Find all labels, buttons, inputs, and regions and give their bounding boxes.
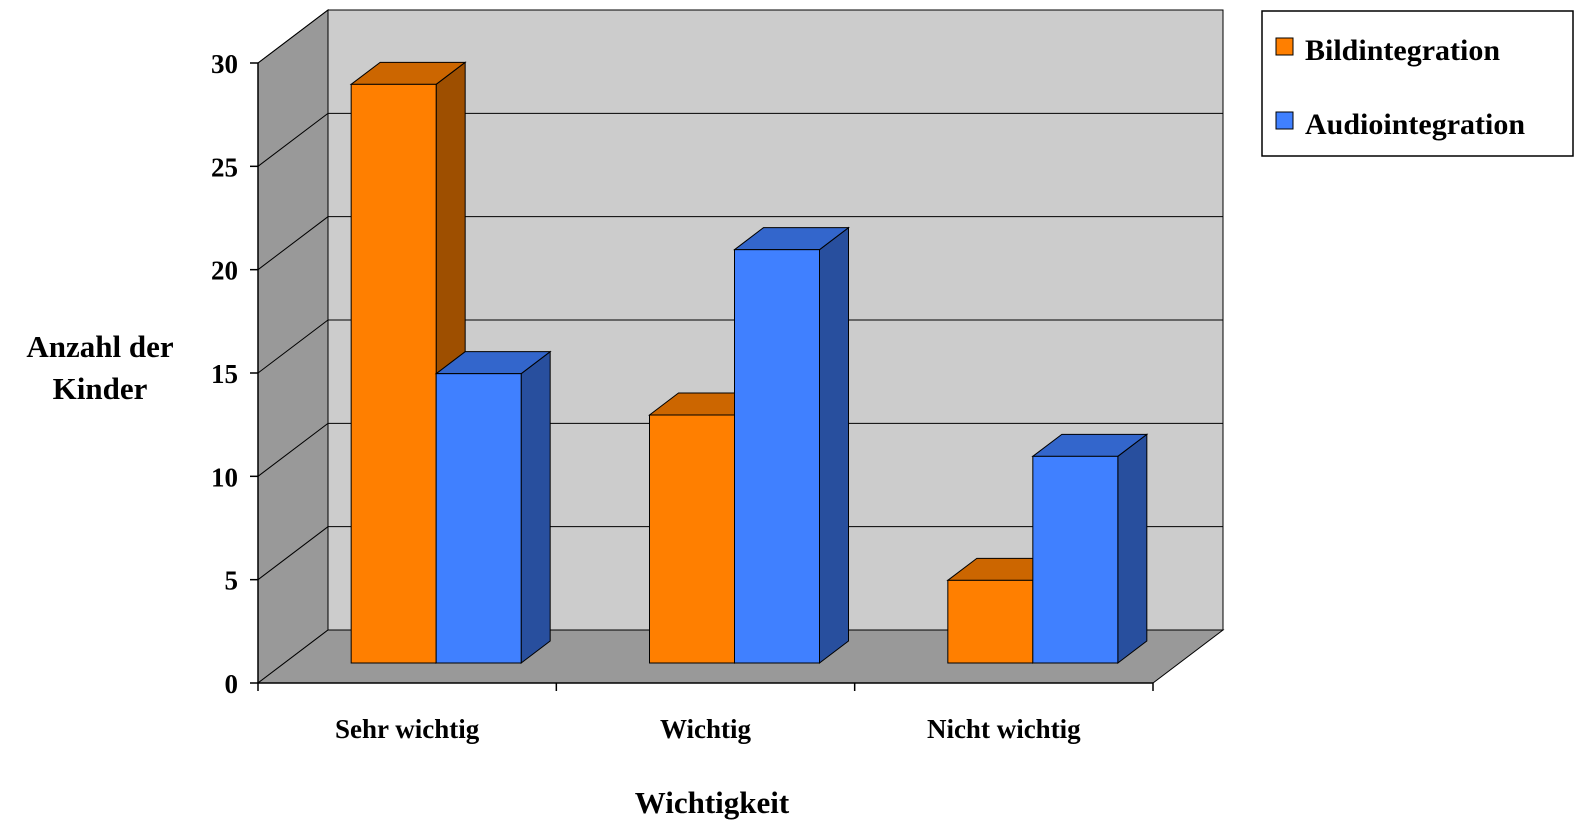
y-tick-label: 25	[211, 152, 238, 182]
axes	[250, 62, 1154, 691]
y-tick-label: 10	[211, 462, 238, 492]
y-axis-title-line-2: Kinder	[53, 371, 148, 406]
x-axis-title: Wichtigkeit	[635, 785, 790, 820]
bars	[349, 61, 1149, 665]
x-tick-labels: Sehr wichtig Wichtig Nicht wichtig	[335, 714, 1081, 744]
bar-front-face	[1032, 455, 1119, 664]
x-tick-label: Wichtig	[660, 714, 752, 744]
gridlines	[257, 9, 1223, 581]
bar-audiointegration-0	[434, 350, 552, 665]
bar-front-face	[734, 249, 820, 664]
y-tick-label: 0	[225, 669, 239, 699]
bar-bildintegration-0	[349, 61, 467, 665]
gridline	[257, 216, 1223, 271]
bar-side-face	[520, 350, 551, 665]
gridline	[257, 319, 1223, 374]
gridline	[257, 9, 1223, 64]
legend: Bildintegration Audiointegration	[1261, 10, 1574, 157]
y-tick-label: 20	[211, 256, 238, 286]
y-tick-labels: 0 5 10 15 20 25 30	[211, 49, 238, 699]
y-tick-label: 15	[211, 359, 238, 389]
bar-front-face	[350, 83, 437, 664]
x-tick-label: Sehr wichtig	[335, 714, 480, 744]
gridline	[257, 526, 1223, 581]
gridline	[257, 112, 1223, 167]
bar-front-face	[947, 579, 1034, 664]
bar-audiointegration-2	[1031, 433, 1149, 665]
legend-label-bildintegration: Bildintegration	[1305, 34, 1500, 67]
legend-box	[1261, 10, 1574, 157]
y-axis-title-line-1: Anzahl der	[26, 329, 173, 364]
bar-side-face	[819, 226, 849, 665]
y-tick-label: 5	[225, 566, 239, 596]
legend-swatch-bildintegration	[1275, 37, 1294, 56]
bar-side-face	[1117, 433, 1148, 665]
x-tick-label: Nicht wichtig	[927, 714, 1081, 744]
bar-front-face	[435, 373, 522, 664]
gridline	[257, 422, 1223, 477]
legend-swatch-audiointegration	[1275, 111, 1294, 130]
y-tick-label: 30	[211, 49, 238, 79]
bar-front-face	[649, 414, 735, 664]
legend-label-audiointegration: Audiointegration	[1305, 108, 1525, 141]
bar-audiointegration-1	[733, 226, 850, 665]
